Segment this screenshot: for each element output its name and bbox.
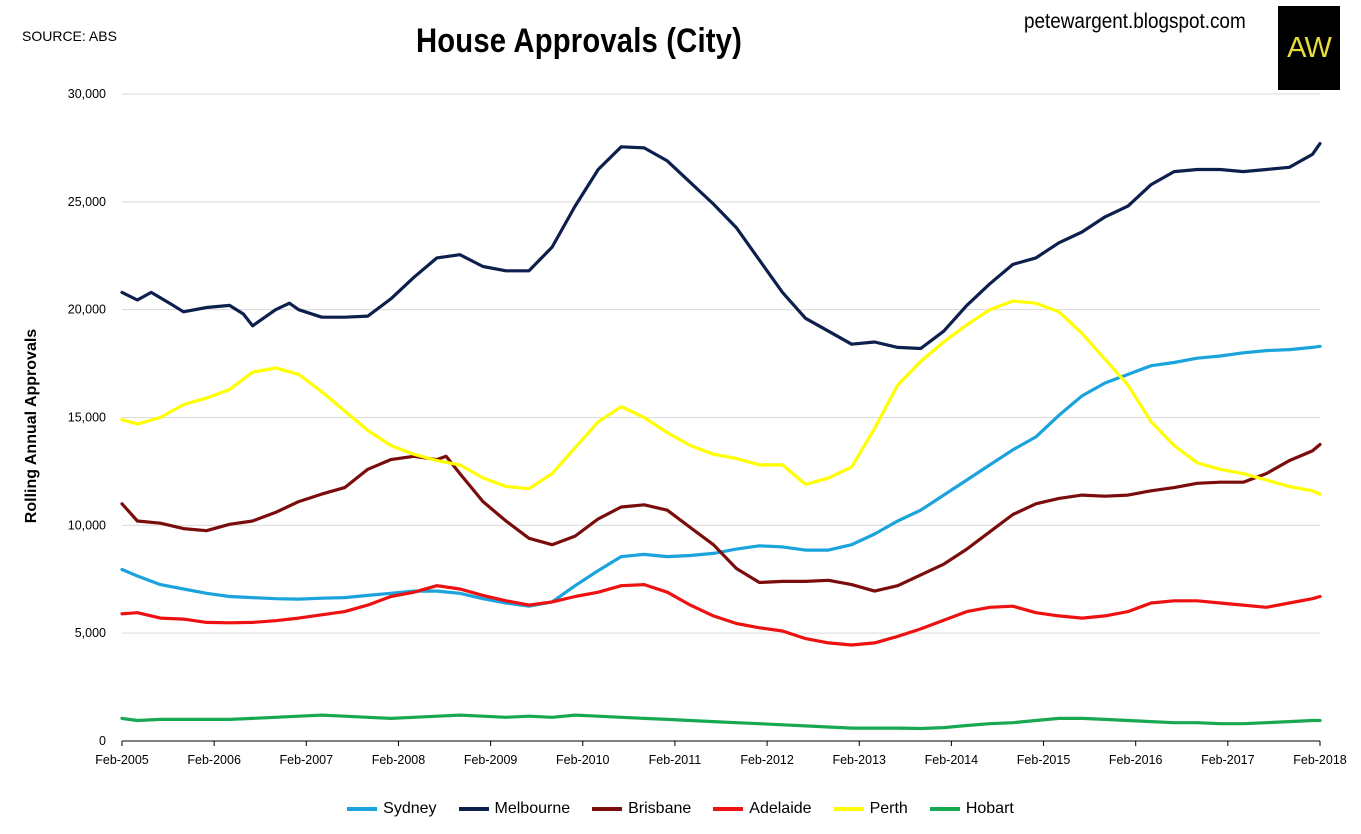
aw-logo: AW (1278, 6, 1340, 90)
legend-item-hobart: Hobart (929, 800, 1014, 818)
legend-label: Brisbane (628, 800, 692, 817)
legend-swatch (458, 807, 489, 811)
legend-swatch (833, 807, 864, 811)
source-note: SOURCE: ABS (22, 28, 117, 44)
legend-swatch (713, 807, 744, 811)
legend-label: Sydney (383, 800, 437, 817)
series-line-hobart (120, 713, 1322, 731)
x-tick-label: Feb-2008 (372, 753, 426, 767)
x-tick-label: Feb-2013 (832, 753, 886, 767)
y-tick-label: 15,000 (68, 411, 106, 425)
chart-title: House Approvals (City) (415, 22, 743, 60)
x-tick-label: Feb-2011 (649, 753, 702, 767)
legend-item-perth: Perth (833, 800, 908, 818)
legend-item-sydney: Sydney (347, 800, 437, 818)
x-tick-label: Feb-2014 (925, 753, 979, 767)
legend-label: Perth (869, 800, 908, 817)
x-tick-label: Feb-2018 (1293, 753, 1347, 767)
blog-url: petewargent.blogspot.com (1024, 10, 1246, 33)
legend-label: Hobart (965, 800, 1014, 817)
legend: Sydney Melbourne Brisbane Adelaide Perth Hoba… (0, 800, 1361, 818)
series-lines (120, 142, 1322, 731)
x-tick-label: Feb-2010 (556, 753, 610, 767)
x-tick-label: Feb-2017 (1201, 753, 1255, 767)
y-tick-label: 30,000 (68, 87, 106, 101)
legend-swatch (592, 807, 623, 811)
series-line-perth (120, 299, 1322, 496)
series-line-sydney (120, 344, 1322, 608)
legend-label: Melbourne (494, 800, 571, 817)
y-axis-ticks: 0 5,000 10,000 15,000 20,000 25,000 30,000 (68, 87, 106, 748)
x-tick-label: Feb-2007 (280, 753, 334, 767)
legend-item-melbourne: Melbourne (458, 800, 571, 818)
y-tick-label: 20,000 (68, 303, 106, 317)
y-tick-label: 0 (99, 734, 106, 748)
x-tick-label: Feb-2016 (1109, 753, 1163, 767)
legend-swatch (347, 807, 378, 811)
y-tick-label: 5,000 (75, 626, 106, 640)
x-tick-label: Feb-2005 (95, 753, 149, 767)
x-tick-label: Feb-2012 (740, 753, 794, 767)
x-axis-ticks: Feb-2005 Feb-2006 Feb-2007 Feb-2008 Feb-2009… (95, 741, 1347, 767)
x-tick-label: Feb-2009 (464, 753, 518, 767)
legend-item-adelaide: Adelaide (713, 800, 812, 818)
legend-label: Adelaide (749, 800, 812, 817)
legend-item-brisbane: Brisbane (592, 800, 691, 818)
gridlines (122, 93, 1320, 742)
y-tick-label: 10,000 (68, 518, 106, 532)
series-line-melbourne (120, 142, 1322, 351)
series-line-adelaide (120, 583, 1322, 647)
series-line-brisbane (120, 442, 1322, 593)
legend-swatch (929, 807, 960, 811)
x-tick-label: Feb-2006 (187, 753, 241, 767)
y-tick-label: 25,000 (68, 195, 106, 209)
x-tick-label: Feb-2015 (1017, 753, 1071, 767)
